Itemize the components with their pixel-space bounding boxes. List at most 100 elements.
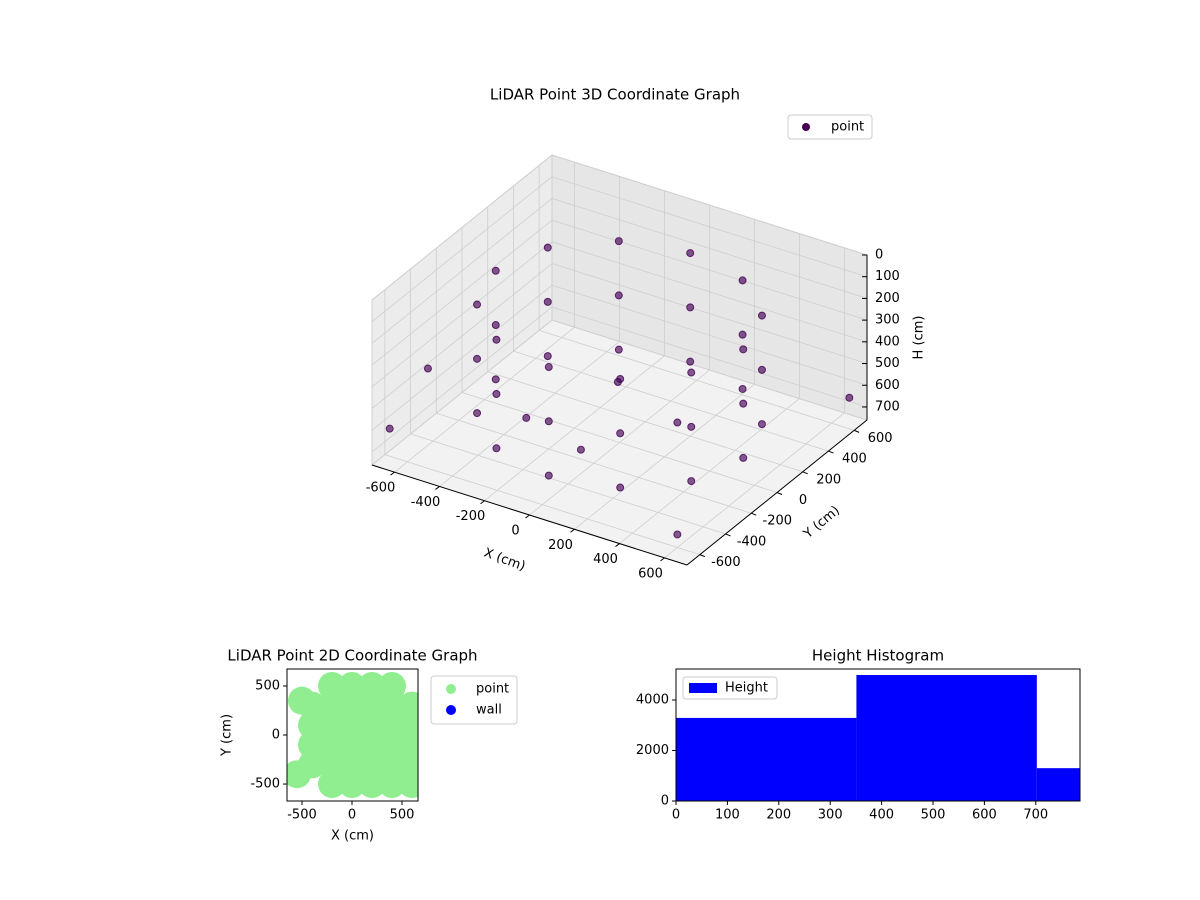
y-tick: [776, 492, 783, 495]
grid-line: [551, 176, 868, 278]
legend-label: Height: [725, 681, 768, 696]
x-tick: [615, 543, 620, 547]
legend-box: [787, 114, 873, 140]
point: [739, 345, 748, 354]
point: [358, 711, 386, 740]
y-tick-label: -600: [711, 555, 741, 570]
point: [543, 352, 552, 361]
y-tick: [699, 554, 706, 558]
point: [673, 418, 682, 427]
x-tick-label: 0: [511, 524, 519, 539]
x-tick-label: 100: [715, 808, 740, 823]
y-tick-label: 0: [661, 794, 669, 809]
grid-line: [410, 433, 726, 535]
grid-line: [371, 154, 553, 301]
legend-label: wall: [476, 703, 502, 718]
point: [687, 368, 696, 377]
point: [298, 730, 326, 759]
x-tick: [570, 528, 575, 533]
point: [757, 420, 766, 429]
x-tick-label: 500: [921, 808, 946, 823]
x-axis-label: X (cm): [331, 829, 374, 844]
point: [318, 691, 346, 720]
point: [614, 291, 623, 300]
point: [378, 711, 406, 740]
legend-box: [682, 676, 778, 700]
z-axis-label: H (cm): [912, 316, 927, 360]
point: [398, 770, 418, 799]
y-tick: [751, 512, 757, 516]
point: [288, 686, 316, 715]
grid-line: [371, 306, 553, 453]
legend-marker: [802, 123, 810, 131]
y-axis-label: Y (cm): [800, 503, 843, 542]
y-tick-label: 500: [255, 678, 280, 693]
grid-line: [436, 412, 752, 514]
x-tick: [390, 471, 395, 476]
point: [673, 530, 682, 539]
point: [318, 711, 346, 740]
point: [614, 345, 623, 354]
point: [491, 266, 500, 275]
x-tick-label: 200: [766, 808, 791, 823]
x-tick-label: 0: [348, 808, 356, 823]
point: [544, 417, 553, 426]
point: [298, 711, 326, 740]
grid-line: [551, 263, 868, 364]
grid-line: [371, 198, 553, 344]
point: [358, 691, 386, 720]
point: [338, 671, 366, 700]
point: [687, 477, 696, 486]
z-tick-label: 400: [875, 334, 900, 349]
point: [378, 770, 406, 799]
grid-line: [371, 263, 553, 409]
point: [492, 335, 501, 344]
grid-line: [551, 306, 868, 408]
point: [544, 363, 553, 372]
axes-frame: [675, 668, 1081, 802]
point: [686, 249, 695, 258]
y-tick-label: -200: [763, 514, 793, 529]
axes-frame: [286, 668, 419, 802]
x-tick-label: -600: [366, 481, 396, 496]
chart-title: LiDAR Point 2D Coordinate Graph: [227, 647, 477, 665]
grid-line: [461, 392, 778, 493]
y-tick-label: -400: [737, 534, 767, 549]
x-tick-label: -200: [456, 509, 486, 524]
point: [378, 671, 406, 700]
point: [318, 750, 346, 779]
x-tick-label: 600: [638, 566, 663, 581]
z-tick-label: 0: [875, 248, 883, 263]
point: [473, 409, 482, 418]
y-tick: [725, 533, 731, 537]
point: [398, 691, 418, 720]
bar: [676, 717, 857, 801]
x-tick: [525, 514, 530, 519]
z-tick-label: 300: [875, 313, 900, 328]
y-axis-label: Y (cm): [220, 714, 235, 757]
point: [738, 276, 747, 285]
point: [378, 730, 406, 759]
legend-marker: [446, 684, 456, 694]
grid-line: [551, 219, 868, 321]
point: [757, 365, 766, 374]
grid-line: [371, 176, 553, 323]
point: [613, 378, 622, 387]
x-tick-label: 400: [869, 808, 894, 823]
point: [318, 671, 346, 700]
x-tick: [660, 557, 665, 562]
z-tick-label: 700: [875, 399, 900, 414]
z-tick-label: 600: [875, 378, 900, 393]
chart-title: LiDAR Point 3D Coordinate Graph: [490, 86, 740, 104]
point: [358, 671, 386, 700]
y-tick: [802, 471, 808, 475]
point: [616, 429, 625, 438]
point: [757, 311, 766, 320]
point: [358, 730, 386, 759]
point: [492, 444, 501, 453]
grid-line: [539, 329, 855, 431]
point: [686, 303, 695, 312]
legend-label: point: [831, 120, 864, 135]
grid-line: [551, 284, 868, 386]
point: [543, 297, 552, 306]
